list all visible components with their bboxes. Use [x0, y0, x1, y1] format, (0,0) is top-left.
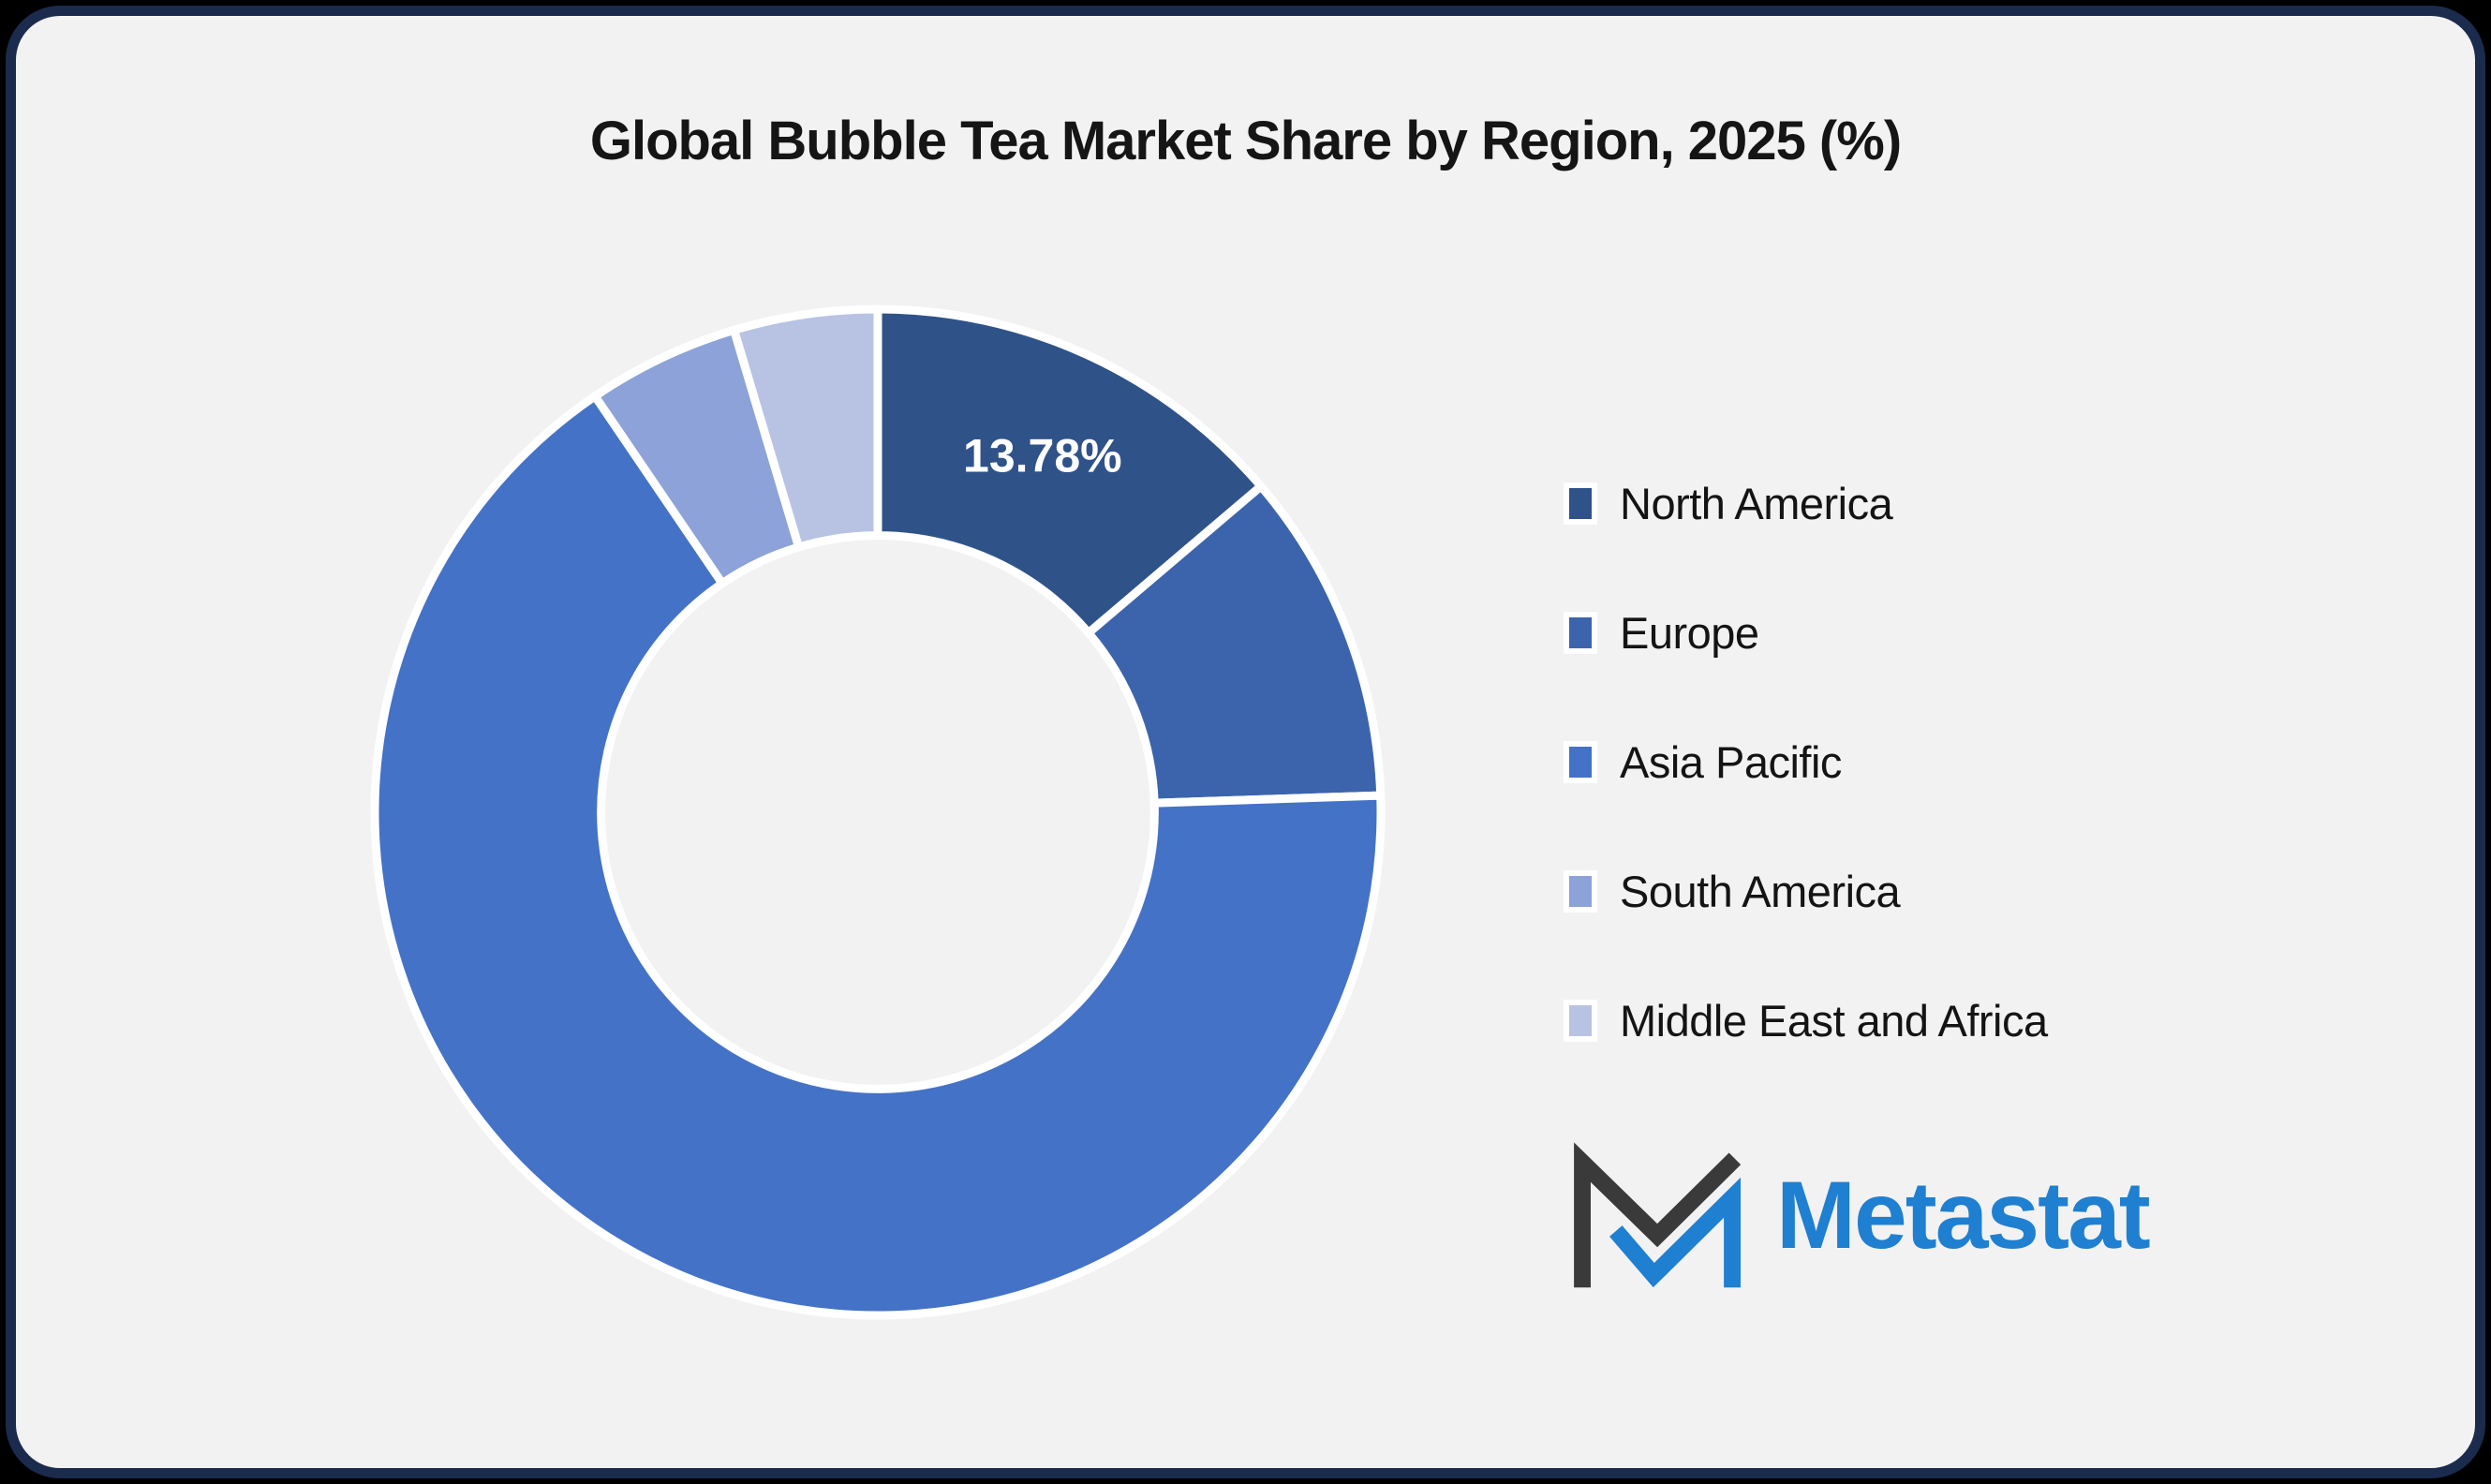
donut-svg: 13.78% — [370, 304, 1386, 1320]
donut-slice-north-america[interactable] — [873, 304, 1266, 638]
legend-swatch-europe — [1569, 616, 1592, 648]
legend-item-south-america[interactable]: South America — [1564, 867, 2048, 916]
legend-label-asia-pacific: Asia Pacific — [1620, 736, 1842, 787]
donut-chart: 13.78% — [316, 250, 1440, 1374]
legend-swatch-middle-east-africa — [1569, 1004, 1592, 1036]
donut-data-label: 13.78% — [963, 429, 1122, 482]
metastat-wordmark: Metastat — [1776, 1162, 2151, 1269]
legend-swatch-asia-pacific — [1569, 746, 1592, 778]
legend-item-europe[interactable]: Europe — [1564, 608, 2048, 658]
legend-swatch-south-america — [1569, 875, 1592, 907]
legend-item-asia-pacific[interactable]: Asia Pacific — [1564, 737, 2048, 787]
metastat-logo-mark-icon — [1574, 1141, 1742, 1287]
chart-title: Global Bubble Tea Market Share by Region… — [589, 111, 1902, 171]
legend-label-south-america: South America — [1620, 866, 1901, 916]
donut-slice-middle-east-and-africa[interactable] — [730, 304, 882, 552]
legend-item-middle-east-africa[interactable]: Middle East and Africa — [1564, 996, 2048, 1046]
legend-swatch-north-america — [1569, 487, 1592, 519]
legend-label-north-america: North America — [1620, 478, 1893, 528]
chart-card: Global Bubble Tea Market Share by Region… — [6, 6, 2485, 1478]
legend-label-europe: Europe — [1620, 607, 1759, 658]
metastat-logo: Metastat — [1564, 1138, 2151, 1293]
donut-slice-asia-pacific[interactable] — [370, 392, 1386, 1320]
donut-slice-europe[interactable] — [1084, 482, 1386, 808]
legend: North America Europe Asia Pacific South … — [1564, 479, 2048, 1046]
legend-label-middle-east-africa: Middle East and Africa — [1620, 995, 2048, 1046]
legend-item-north-america[interactable]: North America — [1564, 479, 2048, 528]
